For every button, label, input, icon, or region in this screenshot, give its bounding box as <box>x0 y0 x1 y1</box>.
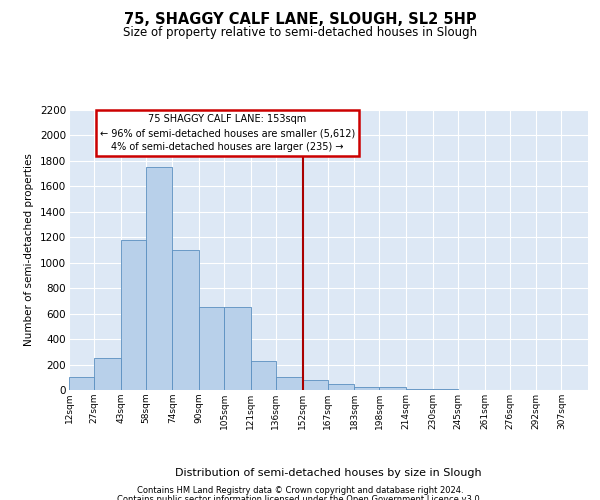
Text: Contains HM Land Registry data © Crown copyright and database right 2024.: Contains HM Land Registry data © Crown c… <box>137 486 463 495</box>
Bar <box>224 308 251 390</box>
Bar <box>379 387 406 390</box>
Text: 75, SHAGGY CALF LANE, SLOUGH, SL2 5HP: 75, SHAGGY CALF LANE, SLOUGH, SL2 5HP <box>124 12 476 28</box>
Bar <box>172 250 199 390</box>
Bar <box>302 380 328 390</box>
Bar <box>121 240 146 390</box>
Text: Contains public sector information licensed under the Open Government Licence v3: Contains public sector information licen… <box>118 495 482 500</box>
Bar <box>355 387 379 390</box>
Bar <box>199 308 224 390</box>
Bar <box>328 384 355 390</box>
Bar <box>94 358 121 390</box>
Bar <box>146 168 172 390</box>
Text: Distribution of semi-detached houses by size in Slough: Distribution of semi-detached houses by … <box>175 468 482 477</box>
Text: Size of property relative to semi-detached houses in Slough: Size of property relative to semi-detach… <box>123 26 477 39</box>
Text: 75 SHAGGY CALF LANE: 153sqm
← 96% of semi-detached houses are smaller (5,612)
4%: 75 SHAGGY CALF LANE: 153sqm ← 96% of sem… <box>100 114 355 152</box>
Y-axis label: Number of semi-detached properties: Number of semi-detached properties <box>25 154 34 346</box>
Bar <box>276 378 302 390</box>
Bar <box>69 378 94 390</box>
Bar <box>251 362 276 390</box>
